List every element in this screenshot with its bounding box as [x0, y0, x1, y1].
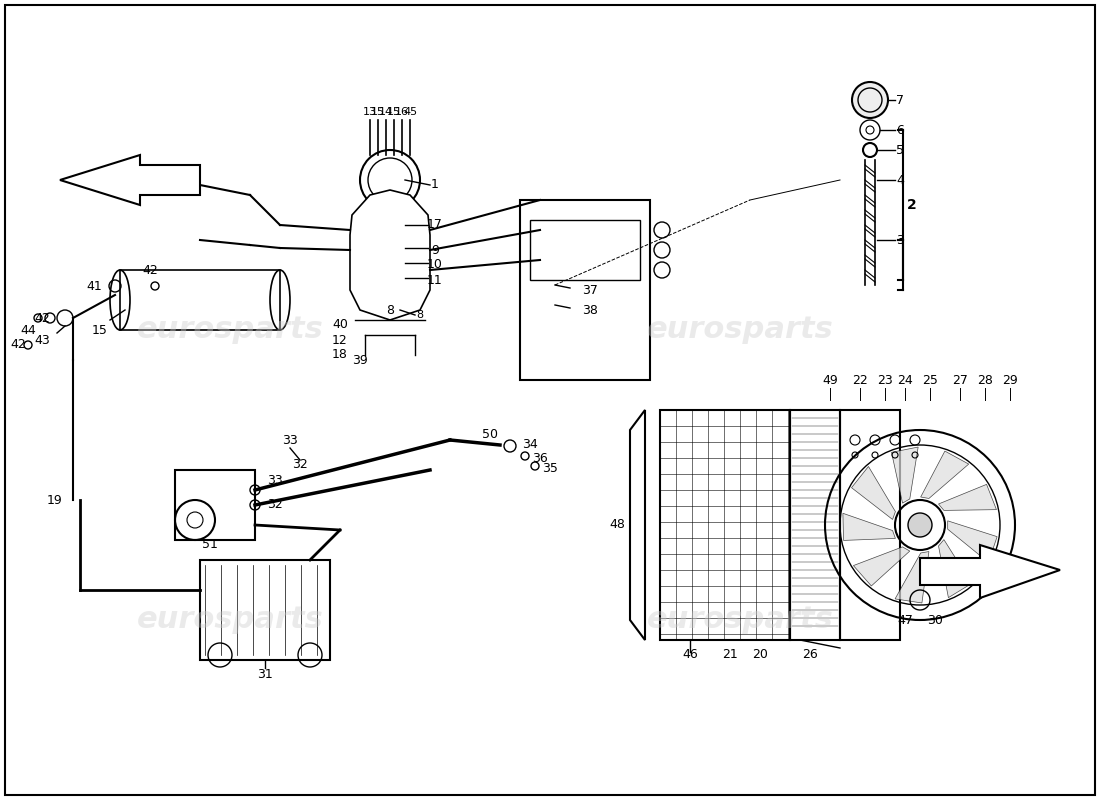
Text: 20: 20 [752, 649, 768, 662]
Text: 2: 2 [908, 198, 917, 212]
Polygon shape [630, 410, 645, 640]
Text: 49: 49 [822, 374, 838, 386]
Bar [790, 410, 840, 640]
Bar [840, 410, 900, 640]
Text: 4: 4 [896, 174, 904, 186]
Text: 8: 8 [386, 303, 394, 317]
Bar [120, 270, 280, 330]
Text: 1: 1 [431, 178, 439, 191]
Polygon shape [895, 551, 928, 603]
Text: 39: 39 [352, 354, 367, 366]
Text: 21: 21 [722, 649, 738, 662]
Text: 38: 38 [582, 303, 598, 317]
Text: 32: 32 [293, 458, 308, 471]
Text: 33: 33 [282, 434, 298, 446]
Text: 51: 51 [202, 538, 218, 551]
Text: 15: 15 [371, 107, 385, 117]
Text: 44: 44 [20, 323, 36, 337]
Polygon shape [921, 451, 969, 498]
Circle shape [852, 82, 888, 118]
Text: 25: 25 [922, 374, 938, 386]
Text: 7: 7 [896, 94, 904, 106]
Text: 3: 3 [896, 234, 904, 246]
Text: 37: 37 [582, 283, 598, 297]
Text: 45: 45 [403, 107, 417, 117]
Bar [660, 410, 790, 640]
Text: 29: 29 [1002, 374, 1018, 386]
Text: eurosparts: eurosparts [136, 606, 323, 634]
Text: 36: 36 [532, 451, 548, 465]
Text: 10: 10 [427, 258, 443, 271]
Text: 33: 33 [267, 474, 283, 486]
Text: 8: 8 [417, 310, 424, 320]
Polygon shape [60, 155, 200, 205]
Text: 42: 42 [34, 311, 50, 325]
Polygon shape [350, 190, 430, 320]
Text: 13: 13 [363, 107, 377, 117]
Text: 28: 28 [977, 374, 993, 386]
Polygon shape [948, 521, 997, 562]
Polygon shape [854, 547, 910, 586]
Text: 40: 40 [332, 318, 348, 331]
Text: 26: 26 [802, 649, 818, 662]
Text: 32: 32 [267, 498, 283, 511]
Bar [200, 560, 330, 660]
Text: 23: 23 [877, 374, 893, 386]
Text: 12: 12 [332, 334, 348, 346]
Text: 46: 46 [682, 649, 697, 662]
Text: 22: 22 [852, 374, 868, 386]
Text: 50: 50 [482, 429, 498, 442]
Bar [520, 200, 650, 380]
Text: 34: 34 [522, 438, 538, 451]
Text: 17: 17 [427, 218, 443, 231]
Polygon shape [938, 484, 997, 510]
Text: 48: 48 [609, 518, 625, 531]
Text: 19: 19 [47, 494, 63, 506]
Text: 42: 42 [10, 338, 26, 351]
Text: 14: 14 [378, 107, 393, 117]
Text: 43: 43 [34, 334, 50, 346]
Text: 9: 9 [431, 243, 439, 257]
Polygon shape [843, 514, 895, 541]
Text: eurosparts: eurosparts [136, 315, 323, 345]
Text: 18: 18 [332, 349, 348, 362]
Text: 15: 15 [387, 107, 402, 117]
Text: eurosparts: eurosparts [647, 606, 834, 634]
Text: 6: 6 [896, 123, 904, 137]
Text: 24: 24 [898, 374, 913, 386]
Text: 11: 11 [427, 274, 443, 286]
Text: 16: 16 [395, 107, 409, 117]
Text: 41: 41 [86, 279, 102, 293]
Bar [530, 220, 640, 280]
Text: 35: 35 [542, 462, 558, 474]
Polygon shape [891, 447, 918, 503]
Circle shape [908, 513, 932, 537]
Text: 30: 30 [927, 614, 943, 626]
Text: 15: 15 [92, 323, 108, 337]
Text: 31: 31 [257, 669, 273, 682]
Text: 5: 5 [896, 143, 904, 157]
Bar [175, 470, 255, 540]
Text: 47: 47 [898, 614, 913, 626]
Text: 42: 42 [142, 263, 158, 277]
Text: 27: 27 [953, 374, 968, 386]
Polygon shape [938, 539, 971, 598]
Polygon shape [851, 466, 895, 519]
Polygon shape [920, 545, 1060, 598]
Text: eurosparts: eurosparts [647, 315, 834, 345]
